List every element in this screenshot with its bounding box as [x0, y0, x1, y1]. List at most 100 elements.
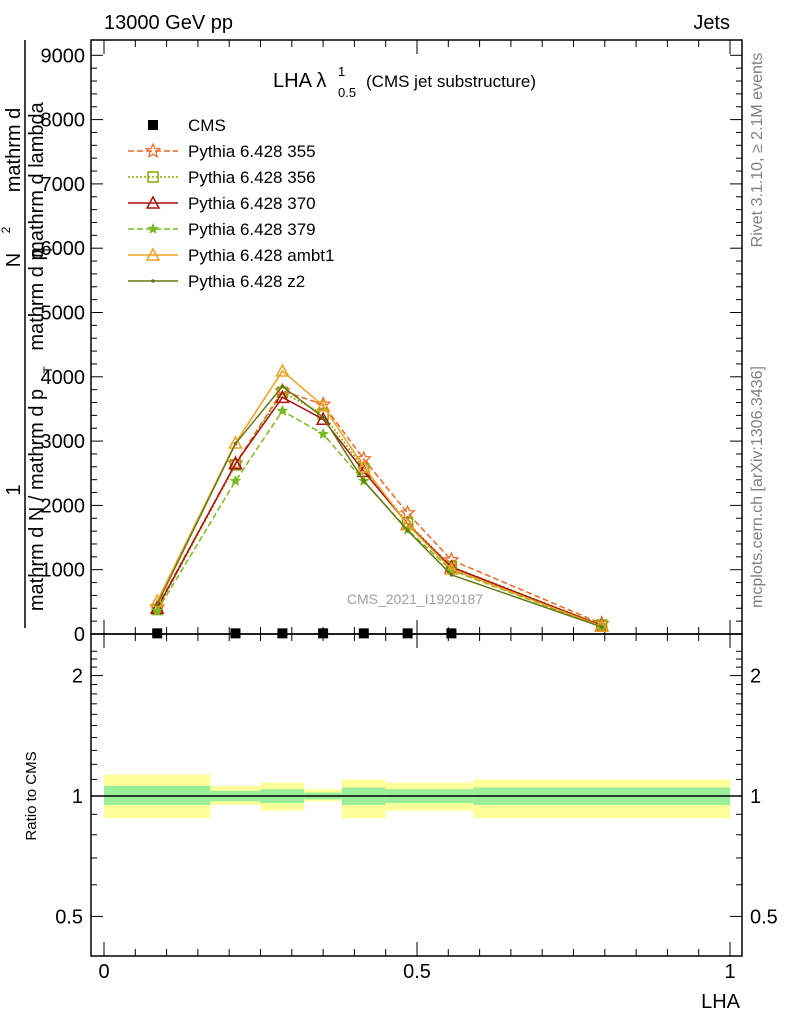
cms-point [446, 628, 457, 639]
legend-label: Pythia 6.428 z2 [188, 272, 305, 291]
legend: CMS Pythia 6.428 355 Pythia 6.428 356 Pythi… [128, 116, 334, 291]
legend-label: Pythia 6.428 ambt1 [188, 246, 334, 265]
y-label-numerator-2: N [3, 253, 25, 267]
y-label-prefactor-den-sub: T [41, 366, 55, 374]
ratio-y-label: Ratio to CMS [23, 751, 40, 840]
legend-label: Pythia 6.428 356 [188, 168, 316, 187]
series-point [315, 411, 331, 425]
series-point [229, 459, 242, 471]
y-tick-label: 5000 [41, 303, 86, 325]
series-point [315, 398, 331, 412]
y-label-numerator-sup: 2 [0, 226, 13, 233]
y-tick-label: 7000 [41, 174, 86, 196]
y-tick-label: 6000 [41, 238, 86, 260]
series-line [156, 390, 602, 625]
series-point [228, 435, 243, 449]
series-line [156, 369, 602, 628]
y-label-denominator-sub: T [41, 246, 55, 254]
ratio-tick-label: 0.5 [55, 906, 83, 928]
cms-point [402, 628, 413, 639]
cms-point [152, 628, 163, 639]
y-label-denominator-2: mathrm d lambda [26, 101, 48, 257]
y-tick-label: 0 [74, 624, 85, 646]
axes: 0 1000 2000 3000 4000 5000 6000 7000 8000 9000 0 0.… [41, 40, 778, 983]
plot-title-sup: 1 [338, 64, 345, 79]
series-point [317, 427, 329, 439]
header-right: Jets [693, 12, 730, 34]
legend-item: Pythia 6.428 370 [128, 194, 316, 213]
ratio-tick-label-right: 2 [750, 666, 761, 688]
series-pythia-6-428-ambt1 [149, 363, 609, 633]
series-point [280, 384, 285, 389]
series-line [156, 385, 602, 628]
series-point [449, 573, 454, 577]
series-point [155, 602, 160, 607]
cms-point [230, 628, 241, 639]
series-pythia-6-428-z2 [155, 384, 604, 629]
x-tick-label: 1 [724, 961, 735, 983]
header-left: 13000 GeV pp [104, 12, 233, 34]
y-tick-label: 4000 [41, 367, 86, 389]
legend-label: Pythia 6.428 355 [188, 142, 316, 161]
series-point [276, 404, 289, 416]
plot-title: LHA λ 1 0.5 (CMS jet substructure) [273, 64, 536, 100]
series-line [156, 409, 602, 628]
plot-title-main: LHA λ [273, 70, 326, 92]
cms-point [358, 628, 369, 639]
legend-item: Pythia 6.428 z2 [128, 272, 305, 291]
series-point [229, 474, 242, 486]
series-point [399, 504, 416, 521]
series-point [275, 389, 290, 404]
legend-label: Pythia 6.428 370 [188, 194, 316, 213]
mcplots-label: mcplots.cern.ch [arXiv:1306.3436] [749, 366, 766, 608]
cms-point [318, 628, 329, 639]
legend-marker [144, 142, 162, 158]
series-point [151, 604, 163, 616]
series-point [405, 528, 410, 533]
y-tick-label: 8000 [41, 110, 86, 132]
series-point [228, 456, 243, 470]
y-label-prefactor-den: mathrm d N / mathrm d p [26, 389, 48, 611]
ratio-tick-label-right: 0.5 [750, 906, 778, 928]
legend-item: CMS [148, 116, 226, 135]
legend-marker [145, 247, 161, 261]
legend-label: Pythia 6.428 379 [188, 220, 316, 239]
series-point [321, 415, 325, 420]
legend-marker [151, 279, 155, 283]
legend-marker [145, 195, 161, 209]
legend-marker [148, 120, 158, 130]
y-label-denominator: mathrm d p [26, 249, 48, 350]
analysis-watermark: CMS_2021_I1920187 [347, 591, 483, 607]
series-point [233, 441, 238, 446]
ratio-tick-label: 1 [72, 786, 83, 808]
y-axis-label: mathrm d N 2 mathrm d lambda mathrm d p … [0, 40, 55, 628]
y-tick-label: 2000 [41, 495, 86, 517]
x-axis-label: LHA [701, 991, 741, 1013]
series-point [361, 479, 366, 483]
x-tick-label: 0 [98, 961, 109, 983]
series-point [275, 363, 290, 377]
legend-item: Pythia 6.428 ambt1 [128, 246, 334, 265]
y-tick-label: 3000 [41, 431, 86, 453]
series-layer [149, 363, 610, 639]
ratio-tick-label-right: 1 [750, 786, 761, 808]
y-label-numerator-1: mathrm d [3, 108, 25, 192]
ratio-tick-label: 2 [72, 666, 83, 688]
legend-item: Pythia 6.428 379 [128, 220, 316, 239]
legend-item: Pythia 6.428 355 [128, 142, 316, 161]
series-cms [152, 628, 457, 639]
y-tick-label: 9000 [41, 45, 86, 67]
series-line [156, 396, 602, 627]
y-tick-label: 1000 [41, 560, 86, 582]
legend-marker [147, 171, 159, 183]
plot-title-sub: 0.5 [338, 85, 356, 100]
x-tick-label: 0.5 [403, 961, 431, 983]
y-label-prefactor-num: 1 [3, 484, 25, 495]
legend-item: Pythia 6.428 356 [128, 168, 316, 187]
legend-marker [147, 222, 159, 234]
series-point [356, 459, 372, 473]
rivet-label: Rivet 3.1.10, ≥ 2.1M events [749, 53, 766, 248]
cms-point [277, 628, 288, 639]
series-point [599, 625, 604, 629]
